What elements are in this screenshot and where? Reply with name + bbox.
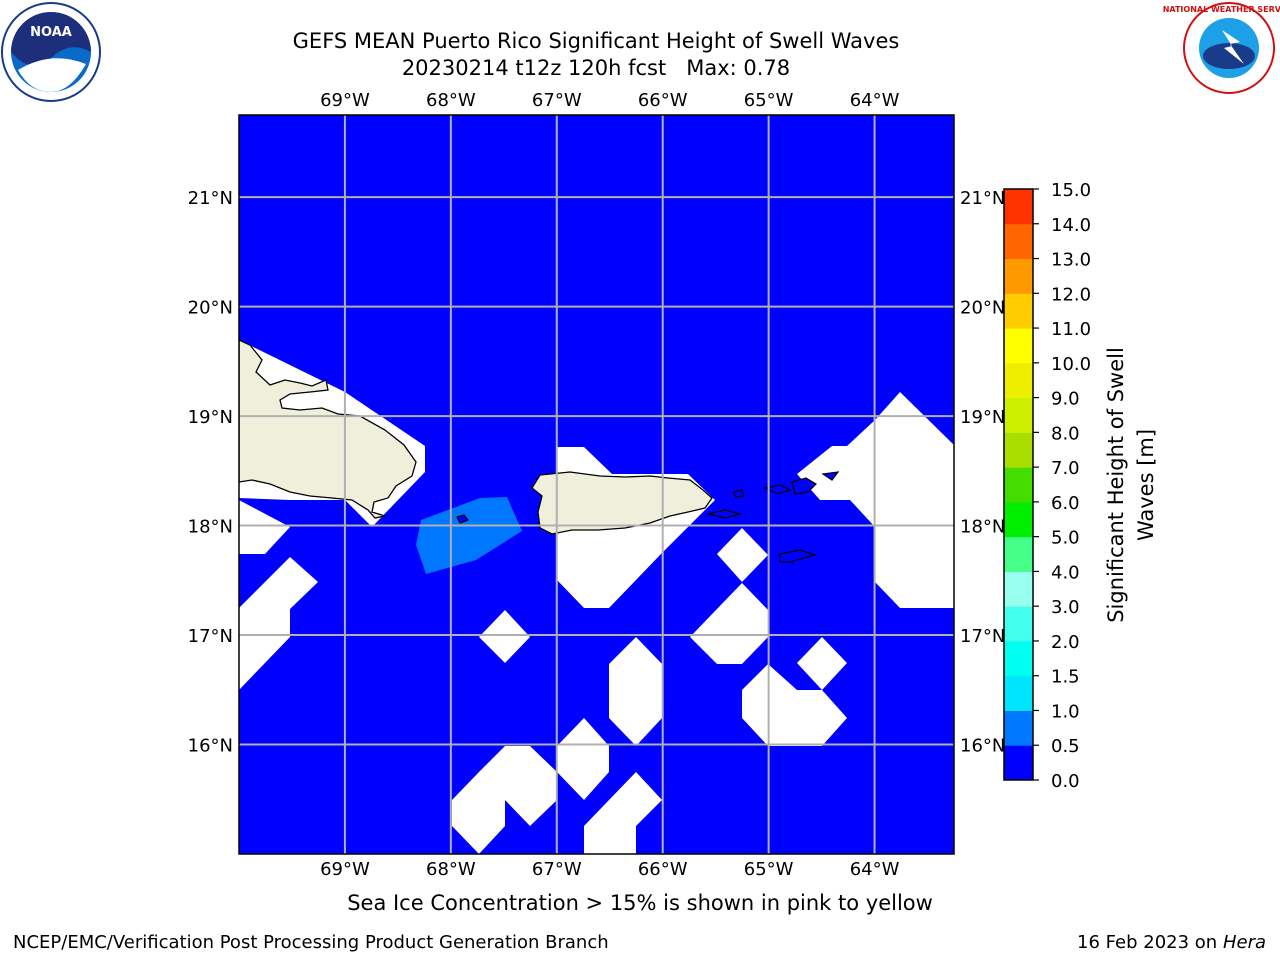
colorbar-segment — [1004, 606, 1033, 642]
colorbar-segment — [1004, 640, 1033, 677]
colorbar-tick-label: 3.0 — [1051, 597, 1080, 618]
lon-tick-bottom: 68°W — [426, 859, 476, 880]
colorbar-tick-label: 1.0 — [1051, 701, 1080, 722]
lon-tick-top: 68°W — [426, 90, 476, 111]
colorbar-tick-label: 15.0 — [1051, 180, 1091, 201]
colorbar-tick-label: 0.5 — [1051, 736, 1080, 757]
date-value: 16 Feb 2023 on — [1077, 932, 1218, 953]
lon-tick-bottom: 69°W — [320, 859, 370, 880]
colorbar-segment — [1004, 745, 1033, 781]
colorbar-tick-label: 11.0 — [1051, 319, 1091, 340]
colorbar-tick-label: 10.0 — [1051, 354, 1091, 375]
colorbar-tick-label: 7.0 — [1051, 458, 1080, 479]
colorbar-tick-label: 9.0 — [1051, 389, 1080, 410]
colorbar-segment — [1004, 675, 1033, 711]
colorbar-tick-label: 8.0 — [1051, 423, 1080, 444]
lat-tick-right: 16°N — [960, 736, 1005, 757]
lat-tick-left: 17°N — [188, 626, 233, 647]
colorbar-label-line1: Significant Height of Swell — [1104, 347, 1128, 623]
lat-tick-right: 17°N — [960, 626, 1005, 647]
colorbar-segment — [1004, 467, 1033, 503]
graticule — [239, 115, 954, 854]
colorbar-segment — [1004, 536, 1033, 572]
lon-tick-bottom: 66°W — [638, 859, 688, 880]
lat-tick-right: 18°N — [960, 517, 1005, 538]
land-puerto-rico — [531, 471, 713, 535]
colorbar: 0.0 0.5 1.0 1.5 2.0 3.0 4.0 5.0 6.0 7.0 8.0 9.0 10.0… — [1003, 180, 1091, 792]
map-frame — [238, 114, 955, 855]
lat-tick-left: 20°N — [188, 298, 233, 319]
lat-tick-right: 20°N — [960, 298, 1005, 319]
lat-tick-right: 21°N — [960, 188, 1005, 209]
chart-subtitle: 20230214 t12z 120h fcst Max: 0.78 — [401, 56, 791, 80]
colorbar-segment — [1004, 432, 1033, 468]
colorbar-segment — [1004, 362, 1033, 399]
lat-tick-left: 21°N — [188, 188, 233, 209]
lat-tick-right: 19°N — [960, 407, 1005, 428]
lon-tick-top: 65°W — [744, 90, 794, 111]
nws-logo: NATIONAL WEATHER SERVICE — [1163, 2, 1280, 94]
colorbar-tick-label: 6.0 — [1051, 493, 1080, 514]
colorbar-tick-label: 13.0 — [1051, 250, 1091, 271]
noaa-logo-text: NOAA — [30, 25, 72, 40]
lat-tick-left: 18°N — [188, 517, 233, 538]
small-islands — [456, 471, 840, 563]
lon-tick-bottom: 64°W — [850, 859, 900, 880]
chart-title: GEFS MEAN Puerto Rico Significant Height… — [292, 29, 900, 53]
colorbar-tick-label: 2.0 — [1051, 632, 1080, 653]
colorbar-frame — [1003, 188, 1034, 781]
colorbar-tick-label: 4.0 — [1051, 562, 1080, 583]
colorbar-tick-label: 5.0 — [1051, 528, 1080, 549]
machine-name: Hera — [1222, 932, 1266, 953]
nws-logo-text: NATIONAL WEATHER SERVICE — [1163, 5, 1280, 14]
lon-tick-top: 64°W — [850, 90, 900, 111]
lon-tick-top: 66°W — [638, 90, 688, 111]
colorbar-label: Significant Height of Swell Waves [m] — [1104, 347, 1158, 623]
lat-tick-left: 19°N — [188, 407, 233, 428]
credit-text: NCEP/EMC/Verification Post Processing Pr… — [13, 932, 609, 953]
colorbar-tick-label: 14.0 — [1051, 215, 1091, 236]
colorbar-segment — [1004, 258, 1033, 294]
colorbar-segment — [1004, 223, 1033, 260]
colorbar-segment — [1004, 710, 1033, 746]
colorbar-segment — [1004, 397, 1033, 433]
lon-tick-top: 67°W — [532, 90, 582, 111]
tick-labels: 69°W 69°W 68°W 68°W 67°W 67°W 66°W 66°W 65°W 65°W… — [188, 90, 1006, 880]
land-hispaniola — [239, 339, 417, 519]
lat-tick-left: 16°N — [188, 736, 233, 757]
colorbar-segment — [1004, 571, 1033, 607]
colorbar-tick-label: 12.0 — [1051, 284, 1091, 305]
lon-tick-top: 69°W — [320, 90, 370, 111]
colorbar-segment — [1004, 189, 1033, 225]
sea-ice-caption: Sea Ice Concentration > 15% is shown in … — [347, 891, 933, 915]
date-text: 16 Feb 2023 on Hera — [1077, 932, 1266, 953]
colorbar-tick-label: 0.0 — [1051, 771, 1080, 792]
colorbar-tick-label: 1.5 — [1051, 667, 1080, 688]
noaa-logo: NOAA — [1, 2, 101, 102]
lon-tick-bottom: 65°W — [744, 859, 794, 880]
lon-tick-bottom: 67°W — [532, 859, 582, 880]
colorbar-label-line2: Waves [m] — [1134, 429, 1158, 541]
colorbar-segment — [1004, 328, 1033, 364]
swell-patch — [416, 497, 522, 574]
colorbar-segment — [1004, 293, 1033, 329]
colorbar-segment — [1004, 501, 1033, 538]
